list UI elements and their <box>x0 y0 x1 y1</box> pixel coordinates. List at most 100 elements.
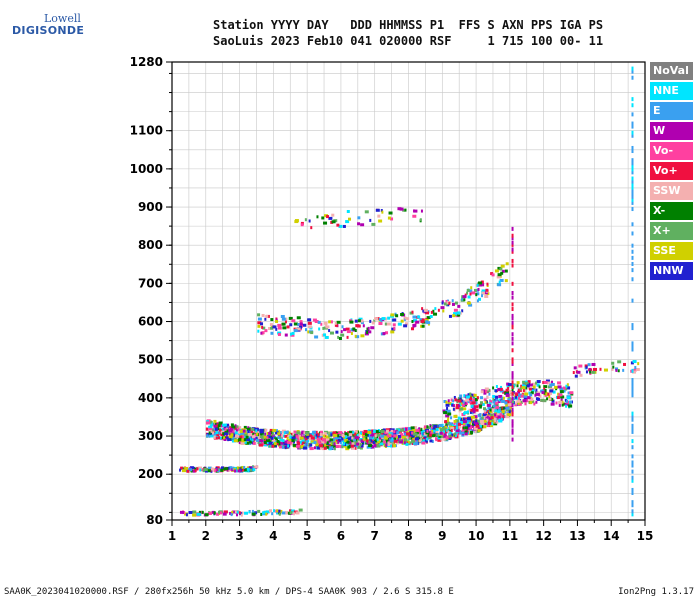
echo-point <box>511 281 514 286</box>
echo-point <box>333 431 336 435</box>
echo-point <box>546 397 549 401</box>
echo-point <box>447 402 452 406</box>
echo-point <box>631 445 634 450</box>
echo-point <box>469 289 473 293</box>
echo-point <box>372 440 376 444</box>
echo-point <box>519 387 522 391</box>
echo-point <box>345 220 350 224</box>
echo-point <box>482 291 487 295</box>
echo-point <box>337 439 341 443</box>
echo-point <box>631 164 634 169</box>
echo-point <box>452 407 455 411</box>
echo-point <box>329 446 334 450</box>
echo-point <box>404 432 407 436</box>
echo-point <box>218 428 222 432</box>
echo-point <box>422 439 425 443</box>
echo-point <box>525 386 528 390</box>
echo-point <box>631 194 634 199</box>
echo-point <box>473 288 477 292</box>
y-tick-label: 1280 <box>130 55 163 69</box>
echo-point <box>277 435 280 439</box>
echo-point <box>588 367 591 371</box>
echo-point <box>464 293 467 297</box>
echo-point <box>251 438 254 442</box>
echo-point <box>631 326 634 331</box>
echo-point <box>291 436 296 440</box>
echo-point <box>420 209 423 213</box>
echo-point <box>260 512 263 516</box>
echo-point <box>385 429 389 433</box>
echo-point <box>558 393 563 397</box>
echo-point <box>491 418 494 422</box>
echo-point <box>414 442 419 446</box>
echo-point <box>631 124 634 129</box>
echo-point <box>210 420 213 424</box>
echo-point <box>476 292 480 296</box>
echo-point <box>429 439 433 443</box>
echo-point <box>497 399 501 403</box>
echo-point <box>278 442 281 446</box>
echo-point <box>547 392 550 396</box>
echo-point <box>285 511 288 515</box>
echo-point <box>231 436 235 440</box>
echo-point <box>358 317 363 321</box>
echo-point <box>454 432 459 436</box>
echo-point <box>323 432 327 436</box>
echo-point <box>371 445 375 449</box>
echo-point <box>531 389 535 393</box>
echo-point <box>295 437 300 441</box>
logo-line1: Lowell <box>44 12 81 25</box>
echo-point <box>304 443 307 447</box>
echo-point <box>359 443 362 447</box>
echo-point <box>253 434 256 438</box>
echo-point <box>244 511 249 515</box>
echo-point <box>443 411 448 415</box>
echo-point <box>235 428 238 432</box>
echo-point <box>383 440 387 444</box>
echo-point <box>295 435 299 439</box>
echo-point <box>421 441 426 445</box>
y-tick-label: 700 <box>138 276 163 290</box>
echo-point <box>507 386 510 390</box>
echo-point <box>511 332 514 337</box>
echo-point <box>522 389 525 393</box>
echo-point <box>357 445 361 449</box>
echo-point <box>182 469 187 473</box>
echo-point <box>437 436 441 440</box>
echo-point <box>470 424 475 428</box>
echo-point <box>505 393 510 397</box>
echo-point <box>329 443 333 447</box>
echo-point <box>631 130 634 135</box>
echo-point <box>257 329 260 333</box>
echo-point <box>309 447 313 451</box>
echo-point <box>257 324 261 328</box>
echo-point <box>420 319 425 323</box>
echo-point <box>263 440 267 444</box>
echo-point <box>478 297 482 301</box>
echo-point <box>631 463 634 468</box>
echo-point <box>288 316 293 320</box>
legend-item: Vo+ <box>650 162 693 180</box>
echo-point <box>486 415 489 419</box>
echo-point <box>382 442 387 446</box>
echo-point <box>489 400 493 404</box>
echo-point <box>444 420 448 424</box>
echo-point <box>376 435 380 439</box>
echo-point <box>461 309 464 313</box>
echo-point <box>565 387 568 391</box>
echo-point <box>287 444 290 448</box>
echo-point <box>297 323 302 327</box>
echo-point <box>243 432 248 436</box>
echo-point <box>244 468 249 472</box>
echo-point <box>336 441 339 445</box>
echo-point <box>423 427 428 431</box>
x-tick-label: 6 <box>337 529 345 543</box>
echo-point <box>265 512 268 516</box>
echo-point <box>352 430 355 434</box>
echo-point <box>276 509 279 513</box>
echo-point <box>344 438 348 442</box>
echo-point <box>480 390 484 394</box>
echo-point <box>495 389 498 393</box>
echo-point <box>564 398 567 402</box>
echo-point <box>496 412 501 416</box>
